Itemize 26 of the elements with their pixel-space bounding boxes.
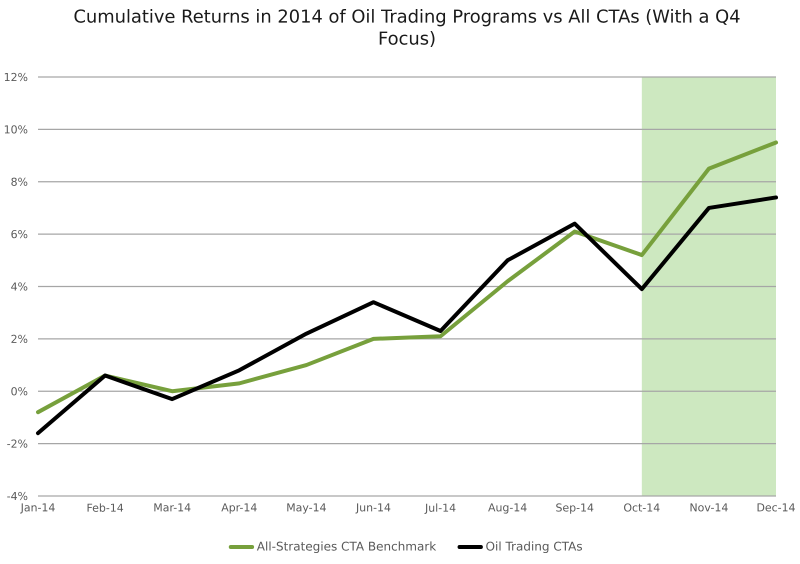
legend-label: All-Strategies CTA Benchmark bbox=[256, 541, 436, 554]
x-tick-label: Apr-14 bbox=[221, 503, 257, 514]
line-series bbox=[36, 140, 778, 414]
x-tick-label: Aug-14 bbox=[488, 503, 527, 514]
chart-title: Cumulative Returns in 2014 of Oil Trading Programs vs All CTAs (With a Q4 Focus) bbox=[74, 9, 740, 47]
y-tick-label: 10% bbox=[4, 125, 28, 134]
x-tick-label: Oct-14 bbox=[624, 503, 660, 512]
x-tick-label: Jun-14 bbox=[355, 503, 390, 514]
x-tick-label: Sep-14 bbox=[556, 503, 594, 514]
y-tick-label: 0% bbox=[11, 387, 28, 396]
x-tick-label: Feb-14 bbox=[88, 503, 124, 512]
y-tick-label: 8% bbox=[11, 178, 28, 186]
y-tick-label: 4% bbox=[11, 282, 28, 291]
y-tick-label: -2% bbox=[7, 439, 28, 448]
y-tick-label: 12% bbox=[4, 72, 28, 82]
y-tick-label: -4% bbox=[7, 492, 28, 500]
x-tick-label: May-14 bbox=[287, 503, 326, 514]
x-tick-label: Mar-14 bbox=[154, 503, 190, 512]
x-tick-label: Nov-14 bbox=[690, 503, 728, 512]
legend-label: Oil Trading CTAs bbox=[486, 541, 582, 554]
x-tick-label: Dec-14 bbox=[758, 503, 795, 512]
y-tick-label: 6% bbox=[11, 230, 28, 238]
x-tick-label: Jan-14 bbox=[20, 503, 55, 514]
y-tick-label: 2% bbox=[11, 334, 28, 343]
x-tick-label: Jul-14 bbox=[424, 503, 456, 514]
line-series bbox=[36, 195, 778, 436]
